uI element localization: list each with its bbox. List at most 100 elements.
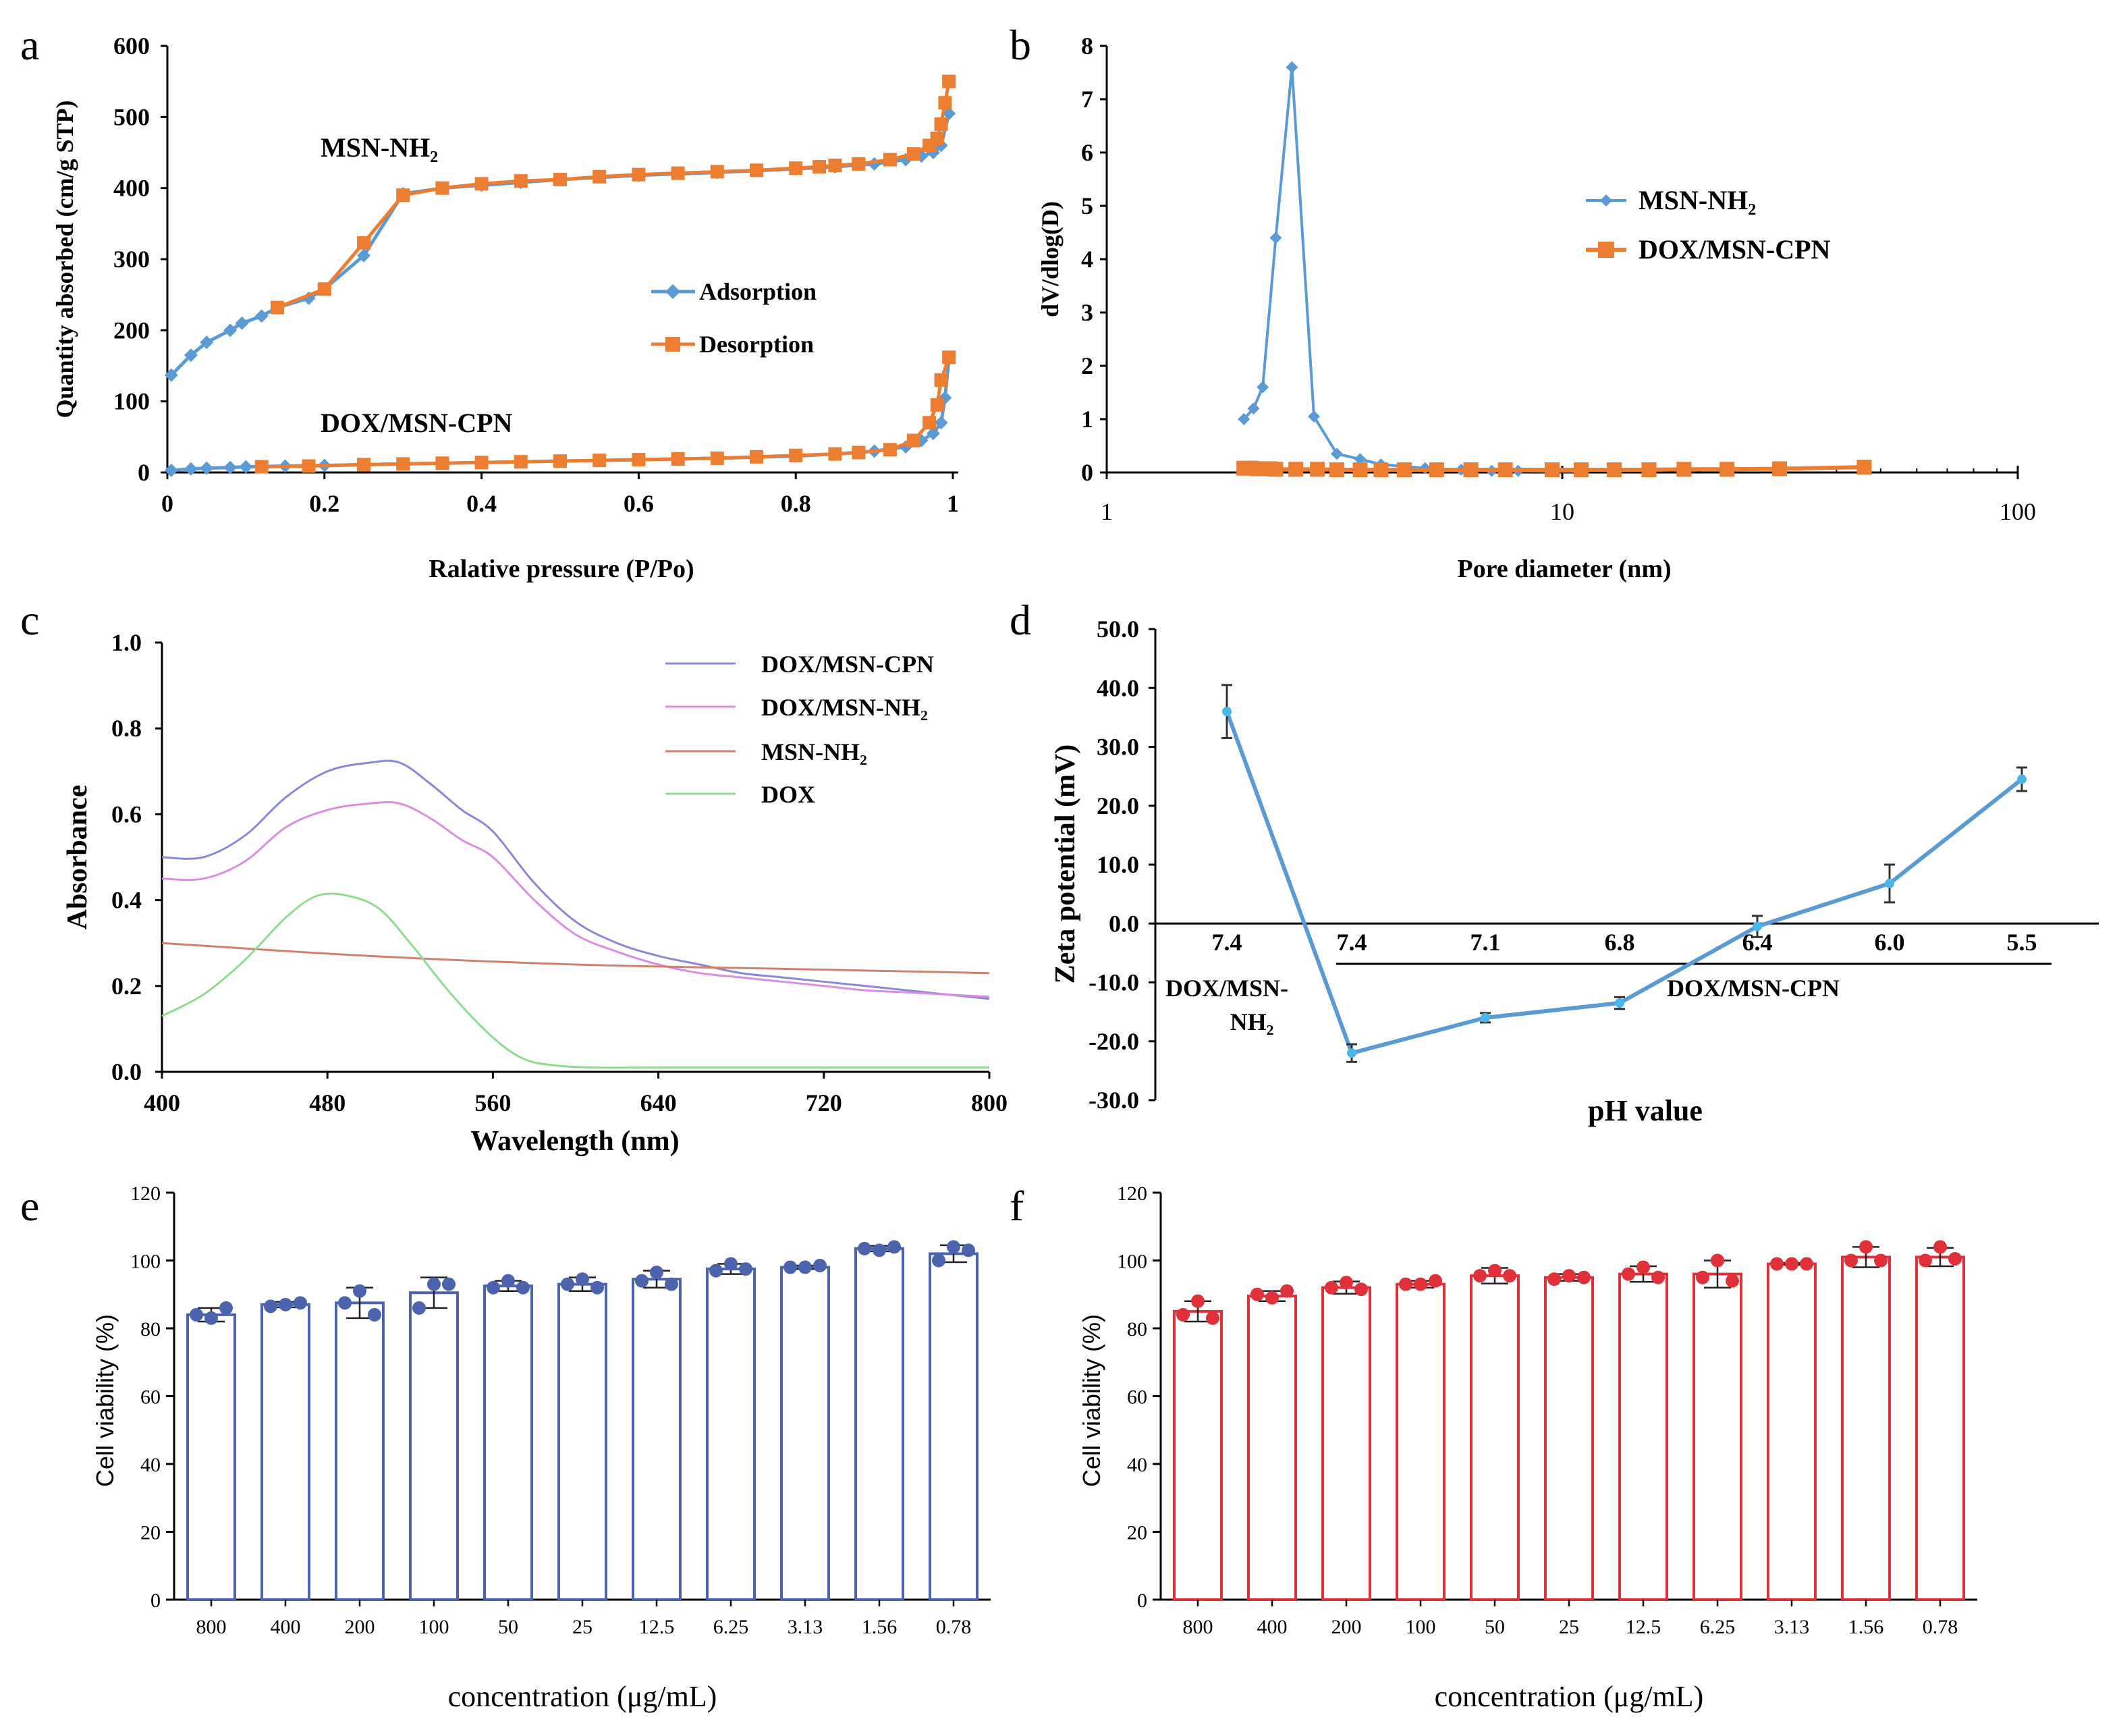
- panel-a-point: [223, 323, 238, 337]
- panel-d-point: [1885, 878, 1894, 888]
- panel-a-point: [906, 433, 920, 447]
- panel-d-category-label: 5.5: [2007, 929, 2037, 956]
- panel-a-x-tick-label: 1: [947, 490, 959, 517]
- panel-b-point: [1573, 462, 1589, 478]
- panel-b-point: [1544, 462, 1560, 478]
- panel-f-bar: [1618, 1272, 1668, 1601]
- panel-c-x-tick-label: 400: [144, 1089, 180, 1116]
- panel-e-x-tick-label: 25: [572, 1616, 593, 1638]
- panel-f-x-tick-label: 200: [1331, 1616, 1362, 1638]
- panel-b-point: [1497, 462, 1513, 478]
- panel-letter-a: a: [20, 21, 39, 69]
- panel-f-point: [1622, 1267, 1635, 1281]
- panel-f-point: [1636, 1260, 1650, 1274]
- panel-letter-c: c: [20, 596, 39, 644]
- panel-b-point: [1330, 447, 1343, 460]
- panel-a-y-tick-label: 600: [113, 32, 150, 59]
- panel-e-point: [412, 1301, 426, 1315]
- panel-f-y-label: Cell viability (%): [1078, 1314, 1105, 1487]
- panel-a-point: [223, 460, 238, 474]
- panel-e-bar: [186, 1313, 236, 1602]
- panel-d-point: [1222, 707, 1232, 717]
- panel-f-point: [1874, 1253, 1888, 1268]
- panel-c-legend-label: DOX/MSN-NH₂: [761, 694, 928, 721]
- panel-letter-d: d: [1010, 596, 1031, 644]
- panel-f-x-tick-label: 50: [1485, 1616, 1505, 1638]
- panel-a-point: [710, 451, 724, 465]
- panel-f-point: [1933, 1240, 1947, 1254]
- panel-e-point: [190, 1307, 203, 1322]
- panel-b-point: [1606, 462, 1622, 478]
- panel-a-y-tick-label: 300: [113, 246, 150, 273]
- panel-d-point: [1481, 1012, 1490, 1023]
- panel-b-point: [1310, 462, 1325, 477]
- panel-a-point: [514, 174, 528, 188]
- panel-a-point: [239, 460, 253, 474]
- panel-d-category-label: 6.8: [1605, 929, 1635, 956]
- panel-c-y-tick-label: 0.6: [111, 801, 142, 828]
- panel-f-bar: [1841, 1255, 1891, 1601]
- panel-c-y-tick-label: 0.2: [111, 973, 142, 1000]
- panel-f-x-tick-label: 3.13: [1774, 1616, 1810, 1638]
- panel-a-point: [317, 282, 331, 296]
- panel-f-y-tick-label: 20: [1127, 1522, 1147, 1544]
- panel-letter-f: f: [1010, 1182, 1024, 1230]
- panel-e-point: [204, 1311, 218, 1325]
- panel-f-bar: [1693, 1272, 1742, 1601]
- panel-c-x-tick-label: 480: [309, 1089, 346, 1116]
- panel-b-legend-label: MSN-NH₂: [1639, 185, 1756, 215]
- panel-d-point: [2017, 774, 2027, 784]
- panel-f-point: [1577, 1270, 1591, 1284]
- panel-f-y-tick-label: 80: [1127, 1318, 1147, 1340]
- panel-a-point: [710, 165, 724, 179]
- panel-a-series-line: [170, 113, 951, 377]
- panel-a-y-tick-label: 200: [113, 317, 150, 344]
- panel-a-point: [750, 450, 763, 464]
- panel-e-point: [858, 1241, 871, 1255]
- panel-a-x-tick-label: 0.6: [624, 490, 654, 517]
- panel-a-y-tick-label: 100: [113, 388, 150, 415]
- panel-e-x-tick-label: 1.56: [862, 1616, 898, 1638]
- panel-a-point: [396, 188, 410, 202]
- panel-f-point: [1206, 1311, 1219, 1325]
- panel-a-point: [942, 350, 956, 364]
- panel-e-bar: [854, 1247, 904, 1601]
- panel-f-point: [1919, 1253, 1932, 1268]
- panel-e-bar: [780, 1266, 830, 1602]
- panel-f-point: [1265, 1291, 1279, 1305]
- panel-b-point: [1268, 462, 1284, 477]
- panel-b-point: [1269, 232, 1282, 244]
- panel-d-y-tick-label: 30.0: [1097, 734, 1139, 761]
- panel-a-series-line: [277, 81, 951, 309]
- panel-b-x-tick-label: 10: [1550, 498, 1574, 525]
- panel-a-point: [357, 248, 370, 263]
- panel-c-series-line: [161, 801, 990, 998]
- panel-e-point: [962, 1243, 975, 1257]
- panel-e-point: [353, 1284, 366, 1298]
- panel-e-y-tick-label: 40: [140, 1454, 161, 1476]
- panel-e-point: [279, 1297, 292, 1311]
- panel-c-y-tick-label: 0.8: [111, 715, 142, 742]
- panel-a-annotation-dox: DOX/MSN-CPN: [321, 408, 513, 438]
- panel-e-y-tick-label: 120: [130, 1183, 161, 1205]
- panel-b-series-line: [1242, 65, 1581, 473]
- panel-e-bar: [929, 1252, 979, 1601]
- panel-b-point: [1329, 462, 1344, 478]
- panel-e-x-tick-label: 3.13: [788, 1616, 823, 1638]
- panel-a-point: [926, 427, 940, 441]
- panel-c-legend-label: DOX: [761, 781, 815, 808]
- panel-f-bar: [1321, 1286, 1371, 1601]
- panel-b-point: [1429, 462, 1444, 478]
- panel-f-point: [1859, 1240, 1873, 1254]
- panel-f-point: [1770, 1257, 1784, 1271]
- panel-a-point: [828, 447, 842, 461]
- panel-c-series-line: [161, 759, 990, 1000]
- panel-b-point: [1257, 381, 1269, 394]
- panel-d-y-tick-label: 10.0: [1097, 851, 1139, 878]
- panel-a-point: [270, 300, 284, 315]
- panel-a-point: [302, 459, 316, 473]
- panel-a-series-line: [261, 356, 951, 469]
- panel-e-point: [724, 1257, 738, 1271]
- panel-b-point: [1247, 402, 1260, 415]
- panel-b-legend-label: DOX/MSN-CPN: [1639, 234, 1831, 265]
